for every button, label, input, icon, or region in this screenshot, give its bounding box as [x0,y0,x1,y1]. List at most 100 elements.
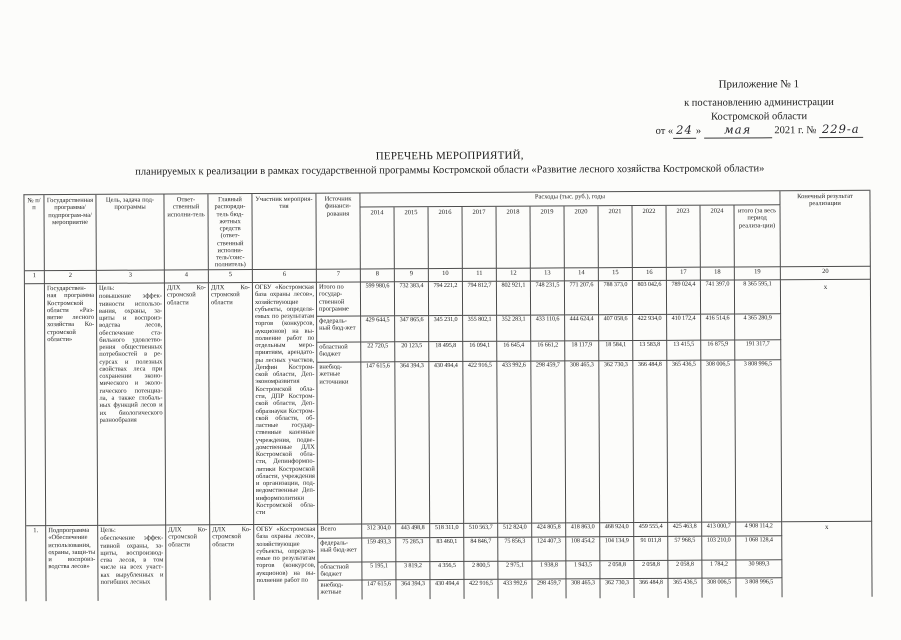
value-cell: 422 934,0 [633,314,668,342]
date-after-day: » [695,125,702,137]
row-number-cell [24,284,47,527]
value-cell: 366 484,8 [633,360,669,524]
value-cell: 345 231,0 [429,315,464,343]
col-num: 14 [564,268,599,282]
program-cell: Государствен-ная программа Костромской о… [44,283,99,527]
value-cell: 789 024,4 [666,280,702,315]
resolution-date-line: от «24» мая 2021 г. № 229-а [624,122,894,139]
distributor-cell: ДЛХ Ко-стромской области [208,283,255,526]
activities-table: № п/п Государственная программа/ подпрог… [23,189,873,602]
appendix-label: Приложение № 1 [718,78,800,91]
header-participant: Участник мероприя-тия [252,193,317,271]
participant-cell: ОГБУ «Костромская база охраны лесов», хо… [252,282,319,526]
col-num: 20 [780,266,871,281]
header-source: Источник финанси-рования [316,193,361,270]
result-cell: x [782,521,873,598]
distributor-cell: ДЛХ Ко-стромской области [210,525,255,601]
value-cell: 347 865,6 [395,316,430,343]
col-num: 17 [666,267,701,281]
value-cell: 512 824,0 [498,523,533,538]
value-cell: 4 356,5 [430,561,465,581]
value-cell: 365 436,5 [667,360,703,523]
value-cell: 2 975,1 [498,561,533,580]
finance-source: областной бюджет [317,342,362,363]
col-num: 19 [734,267,781,281]
value-cell: 366 484,8 [634,578,669,599]
value-cell: 57 968,5 [668,536,703,561]
executor-cell: ДЛХ Ко-стромской области [164,283,211,526]
value-cell: 794 812,7 [462,281,498,316]
value-cell: 416 514,6 [701,314,736,341]
col-num: 16 [632,267,667,282]
value-cell: 22 720,5 [361,342,396,363]
value-cell: 3 808 996,5 [736,578,783,598]
value-cell: 599 980,6 [360,282,396,317]
handwritten-month: мая [703,122,772,139]
header-total: итого (за весь период реализа-ции) [734,205,781,268]
value-cell: 430 494,4 [429,361,465,525]
value-cell: 298 459,7 [531,361,567,524]
value-cell: 18 117,9 [565,341,600,362]
result-cell: x [780,279,873,523]
value-cell: 20 123,5 [395,342,430,363]
header-year-2022: 2022 [632,205,667,269]
value-cell: 18 584,1 [599,341,634,362]
goal-text: обеспечение эффек-тивной охраны, за-щиты… [100,534,164,586]
value-cell: 459 555,4 [634,522,669,538]
value-cell: 362 730,3 [599,361,635,524]
goal-cell: Цель: обеспечение эффек-тивной охраны, з… [98,525,167,601]
header-year-2015: 2015 [394,207,429,270]
finance-source: внебюд-жетные [318,580,363,600]
header-num: № п/п [24,195,45,272]
value-cell: 510 563,7 [464,523,499,538]
value-cell: 407 058,6 [599,315,634,342]
value-cell: 4 365 280,9 [735,314,782,341]
value-cell: 3 819,2 [396,562,431,581]
header-year-2023: 2023 [666,205,701,268]
header-result: Конечный результат реализации [780,190,871,268]
col-num: 1 [24,271,45,285]
value-cell: 430 494,4 [430,579,465,600]
value-cell: 365 436,5 [668,578,703,598]
value-cell: 418 863,0 [566,523,601,538]
goal-text: повышение эффек-тивности использо-вания,… [98,292,163,424]
header-year-2024: 2024 [700,205,735,268]
value-cell: 104 134,9 [600,537,635,562]
value-cell: 308 006,5 [701,360,737,523]
handwritten-day: 24 [673,123,696,139]
value-cell: 18 495,8 [429,341,464,363]
value-cell: 422 916,5 [463,361,499,524]
col-num: 7 [316,269,361,283]
finance-source: Итого по государ-ственной программе [316,282,362,317]
col-num: 2 [44,270,97,285]
value-cell: 3 808 996,5 [735,360,783,523]
value-cell: 13 415,5 [667,340,702,361]
value-cell: 1 938,8 [532,561,567,580]
value-cell: 159 493,3 [362,538,397,563]
date-year-part: 2021 г. № [774,125,817,137]
value-cell: 308 465,3 [566,579,601,599]
value-cell: 298 459,7 [532,579,567,599]
value-cell: 410 172,4 [667,314,702,341]
value-cell: 444 624,4 [565,315,600,342]
col-num: 13 [530,268,565,282]
value-cell: 433 992,6 [498,579,533,599]
col-num: 10 [428,268,463,283]
value-cell: 741 397,0 [700,280,736,315]
handwritten-number: 229-а [818,122,863,138]
document-title-line-2: планируемых к реализации в рамках госуда… [135,163,765,178]
value-cell: 16 661,2 [531,341,566,362]
finance-source: Всего [318,524,363,539]
goal-label: Цель: [98,284,115,292]
value-cell: 16 875,9 [701,340,736,361]
participant-cell: ОГБУ «Костромская база охраны лесов», хо… [254,524,319,601]
value-cell: 147 615,6 [361,362,397,525]
value-cell: 794 221,2 [428,281,464,317]
value-cell: 4 908 114,2 [736,522,783,537]
col-num: 12 [496,268,531,282]
header-year-2021: 2021 [598,206,633,269]
value-cell: 147 615,6 [362,580,397,600]
value-cell: 429 644,5 [361,316,396,343]
value-cell: 788 373,0 [598,281,634,316]
value-cell: 75 856,3 [498,537,533,562]
